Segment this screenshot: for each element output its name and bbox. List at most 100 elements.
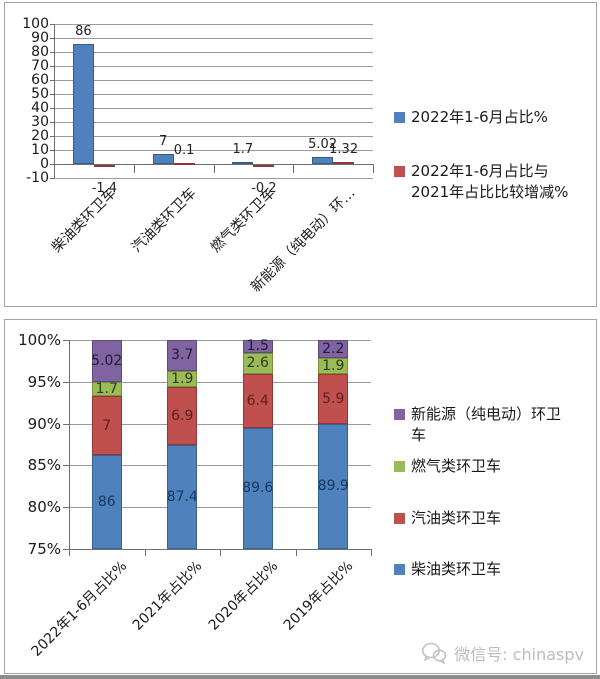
stacked-segment — [167, 386, 198, 445]
category-tick — [220, 549, 221, 556]
legend-item: 2022年1-6月占比% — [394, 107, 586, 128]
segment-data-label: 3.7 — [171, 347, 194, 364]
gridline — [69, 381, 371, 383]
legend-color-swatch — [394, 461, 405, 472]
y-axis-tick — [63, 549, 69, 550]
y-axis-tick-label: 85% — [27, 456, 61, 475]
segment-data-label: 2.6 — [246, 355, 269, 372]
legend-label: 柴油类环卫车 — [411, 560, 502, 578]
segment-data-label: 1.9 — [171, 370, 194, 387]
y-axis-tick — [63, 507, 69, 509]
legend-color-swatch — [394, 513, 405, 524]
segment-data-label: 1.9 — [322, 358, 345, 375]
y-axis-tick-label: 70 — [31, 58, 49, 74]
y-axis-tick-label: 10 — [31, 142, 49, 158]
legend-color-swatch — [394, 409, 405, 420]
y-axis-tick-label: 40 — [31, 100, 49, 116]
y-axis-tick-label: -10 — [26, 170, 49, 186]
segment-data-label: 2.2 — [322, 341, 345, 358]
series2-bar — [93, 165, 115, 167]
stacked-segment — [167, 340, 198, 371]
y-axis-tick-label: 30 — [31, 114, 49, 130]
category-tick — [371, 549, 372, 556]
y-axis-tick — [63, 340, 69, 341]
gridline — [69, 423, 371, 425]
gridline — [69, 465, 371, 467]
category-label: 汽油类环卫车 — [128, 185, 200, 256]
legend-item: 燃气类环卫车 — [394, 456, 562, 477]
watermark-text: 微信号: chinaspv — [454, 645, 584, 664]
y-axis-tick-label: 60 — [31, 72, 49, 88]
category-label: 燃气类环卫车 — [208, 185, 279, 256]
series1-bar — [152, 154, 174, 164]
data-label: 5.02 — [308, 136, 338, 152]
y-axis-tick-label: 75% — [27, 540, 61, 558]
data-label: 1.32 — [329, 142, 359, 158]
gridline — [54, 178, 373, 179]
legend-color-swatch — [394, 112, 405, 123]
stacked-segment — [318, 358, 349, 375]
y-axis-tick-label: 90% — [27, 414, 61, 433]
y-axis-tick — [50, 122, 54, 123]
y-axis-tick — [50, 38, 54, 39]
stacked-segment — [167, 444, 198, 549]
gridline — [54, 108, 373, 109]
stacked-segment — [318, 423, 349, 549]
series1-bar — [312, 156, 334, 164]
stacked-segment — [242, 352, 273, 375]
series1-bar — [72, 43, 94, 164]
data-label: 7 — [158, 134, 168, 150]
category-tick — [144, 549, 146, 556]
gridline — [54, 94, 373, 95]
stacked-segment — [318, 374, 349, 424]
y-axis-tick — [50, 80, 54, 81]
stacked-segment — [167, 370, 198, 387]
category-tick — [295, 549, 297, 556]
gridline — [54, 52, 373, 53]
stacked-segment — [242, 427, 273, 549]
category-tick — [133, 164, 135, 173]
gridline — [54, 136, 373, 137]
y-axis-tick — [50, 178, 54, 179]
y-axis-tick-label: 90 — [31, 30, 49, 46]
y-axis-tick — [50, 24, 54, 25]
y-axis-line — [69, 340, 70, 549]
stacked-segment — [91, 396, 122, 455]
segment-data-label: 89.9 — [317, 478, 349, 495]
category-label: 2021年占比% — [130, 558, 206, 634]
legend-item: 新能源（纯电动）环卫车 — [394, 404, 562, 446]
gridline — [54, 150, 373, 151]
segment-data-label: 7 — [102, 417, 112, 434]
gridline — [69, 340, 371, 341]
category-tick — [373, 164, 374, 173]
gridline — [54, 24, 373, 25]
legend-item: 2022年1-6月占比与2021年占比比较增减% — [394, 161, 586, 203]
series2-bar — [253, 165, 275, 167]
segment-data-label: 1.5 — [246, 338, 269, 355]
segment-data-label: 86 — [97, 494, 116, 510]
category-tick — [293, 164, 295, 173]
y-axis-tick — [50, 52, 54, 53]
data-label: 0.1 — [173, 142, 195, 158]
data-label: 1.7 — [232, 141, 254, 157]
legend-item: 汽油类环卫车 — [394, 508, 562, 529]
data-label: 86 — [75, 23, 92, 39]
category-tick — [54, 164, 55, 173]
y-axis-tick — [50, 94, 54, 95]
y-axis-tick — [63, 381, 69, 383]
data-label: -0.2 — [251, 181, 277, 196]
legend-label: 2022年1-6月占比与2021年占比比较增减% — [411, 162, 569, 201]
y-axis-tick-label: 95% — [27, 372, 61, 391]
y-axis-tick-label: 100 — [22, 16, 49, 32]
segment-data-label: 6.4 — [246, 392, 269, 409]
legend-color-swatch — [394, 564, 405, 575]
category-label: 柴油类环卫车 — [48, 185, 120, 256]
gridline — [69, 507, 371, 509]
y-axis-tick — [50, 150, 54, 151]
category-label: 2020年占比% — [205, 558, 282, 634]
y-axis-line — [54, 24, 55, 178]
bottom-divider — [0, 675, 600, 679]
legend-label: 2022年1-6月占比% — [411, 108, 548, 126]
series2-bar — [173, 162, 195, 165]
